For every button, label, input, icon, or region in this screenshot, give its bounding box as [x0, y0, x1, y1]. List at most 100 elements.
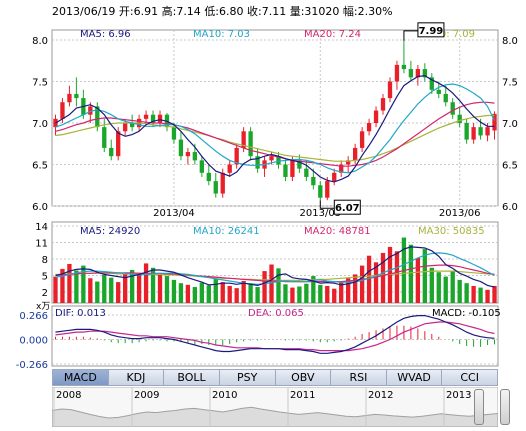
macd-legend-dea: DEA: 0.065 — [248, 308, 304, 319]
volume-bar — [283, 284, 288, 303]
volume-bar — [220, 282, 225, 303]
volume-bar — [366, 255, 372, 303]
price-panel-frame — [51, 29, 499, 207]
price-tick-right: 6.0 — [502, 202, 518, 213]
volume-ma10-line — [55, 252, 495, 285]
volume-bar — [171, 279, 177, 303]
volume-bar — [471, 285, 476, 303]
high-marker-label: 7.99 — [419, 26, 444, 37]
tab-cci[interactable]: CCI — [460, 371, 479, 384]
price-tick-left: 7.5 — [32, 78, 48, 89]
candle-body — [123, 123, 128, 132]
tab-boll[interactable]: BOLL — [164, 370, 220, 385]
volume-bar — [359, 265, 365, 303]
candle-body — [171, 127, 177, 140]
candle-body — [429, 77, 434, 90]
month-tick-label: 2013/05 — [300, 208, 342, 219]
candle-body — [304, 168, 309, 177]
volume-bar — [339, 282, 344, 303]
candle-body — [290, 160, 295, 177]
high-marker-line — [403, 30, 418, 41]
tab-macd[interactable]: MACD — [53, 370, 109, 385]
timeline-left-handle[interactable] — [474, 389, 484, 425]
candle-body — [443, 93, 448, 103]
candle-body — [67, 93, 72, 103]
volume-bar — [276, 268, 281, 303]
candle-body — [450, 102, 455, 115]
candle-body — [192, 152, 198, 161]
timeline-right-handle[interactable] — [500, 389, 510, 425]
candle-body — [53, 118, 58, 128]
info-open: 开:6.91 — [118, 5, 159, 18]
timeline-year-label: 2011 — [290, 390, 315, 401]
candle-body — [380, 98, 386, 111]
tab-kdj[interactable]: KDJ — [109, 370, 165, 385]
candle-body — [227, 164, 232, 173]
volume-bar — [192, 287, 198, 303]
volume-bar — [332, 288, 337, 303]
candle-body — [325, 181, 330, 198]
volume-bar — [464, 283, 469, 303]
volume-bar — [478, 287, 483, 303]
candle-body — [248, 131, 253, 157]
candle-body — [88, 106, 93, 115]
volume-bar — [81, 265, 86, 303]
info-volume: 量:31020 — [289, 5, 340, 18]
price-legend-ma10: MA10: 7.03 — [193, 29, 250, 40]
candle-body — [318, 185, 323, 198]
timeline-year-label: 2008 — [56, 390, 81, 401]
volume-bar — [60, 268, 65, 303]
tab-rsi[interactable]: RSI — [331, 370, 387, 385]
volume-ma5-line — [55, 246, 495, 288]
volume-bar — [485, 289, 490, 303]
candle-body — [373, 110, 379, 123]
volume-bar — [457, 279, 462, 303]
month-tick-label: 2013/04 — [153, 208, 195, 219]
candle-body — [95, 106, 100, 128]
volume-bar — [255, 287, 260, 303]
volume-bar — [380, 252, 386, 303]
price-tick-left: 7.0 — [32, 119, 48, 130]
price-ma20-line — [55, 101, 495, 167]
volume-bar — [352, 274, 358, 303]
tab-obv[interactable]: OBV — [276, 370, 332, 385]
volume-bar — [394, 251, 400, 303]
high-marker-box — [417, 22, 445, 38]
volume-bar — [67, 263, 72, 303]
candle-body — [415, 69, 421, 78]
volume-bar — [450, 270, 455, 303]
timeline-trend-area — [52, 406, 498, 427]
candle-body — [471, 127, 476, 140]
tab-psy[interactable]: PSY — [220, 370, 276, 385]
low-marker-box — [333, 199, 361, 215]
info-low: 低:6.80 — [204, 5, 244, 18]
volume-bar — [178, 283, 184, 303]
timeline-navigator[interactable]: 2008 2009 2010 2011 2012 2013 — [52, 387, 498, 427]
price-tick-left: 8.0 — [32, 36, 48, 47]
candle-body — [352, 147, 358, 161]
info-high: 高:7.14 — [161, 5, 201, 18]
volume-bar — [248, 283, 253, 303]
candle-body — [150, 114, 156, 123]
volume-bar — [241, 281, 246, 303]
macd-legend-macd: MACD: -0.105 — [432, 308, 501, 319]
volume-unit-label: x万 — [36, 302, 50, 312]
volume-bar — [129, 270, 135, 303]
price-ma10-line — [55, 83, 496, 174]
info-close: 收:7.11 — [247, 5, 287, 18]
stock-chart[interactable]: 8.0 8.0 7.5 7.5 7.0 7.0 6.5 6.5 6.0 6.0 2013/04 201… — [0, 0, 526, 368]
volume-bar — [415, 257, 421, 303]
candle-body — [206, 172, 211, 182]
volume-bar — [136, 272, 142, 303]
candle-body — [366, 123, 372, 132]
candle-body — [346, 160, 351, 165]
volume-tick-label: 14 — [35, 222, 48, 233]
candle-body — [129, 123, 135, 128]
volume-bar — [164, 276, 170, 303]
candle-body — [276, 156, 281, 165]
tab-wvad[interactable]: WVAD — [387, 370, 443, 385]
candle-body — [311, 176, 316, 186]
volume-bar — [74, 270, 79, 303]
volume-legend-ma30: MA30: 50835 — [418, 226, 485, 237]
price-tick-right: 6.5 — [502, 161, 518, 172]
